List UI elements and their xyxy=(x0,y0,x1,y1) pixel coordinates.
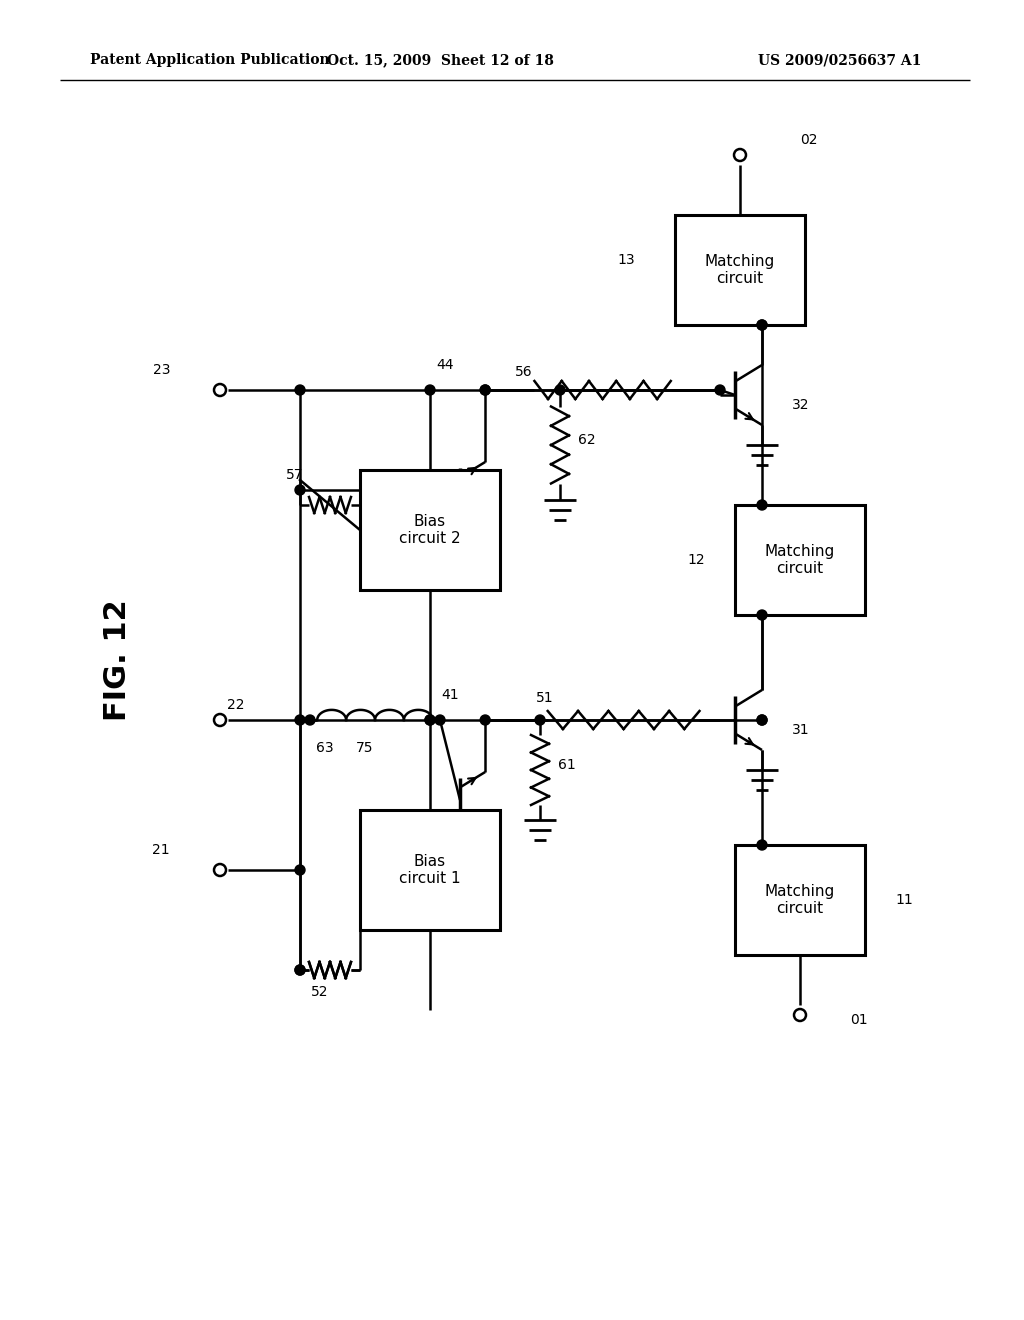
Text: 56: 56 xyxy=(515,366,532,379)
Text: Matching
circuit: Matching circuit xyxy=(765,544,836,577)
Text: Matching
circuit: Matching circuit xyxy=(705,253,775,286)
Circle shape xyxy=(295,965,305,975)
Text: US 2009/0256637 A1: US 2009/0256637 A1 xyxy=(759,53,922,67)
Circle shape xyxy=(425,385,435,395)
Text: 51: 51 xyxy=(537,690,554,705)
Text: 13: 13 xyxy=(617,253,635,267)
Text: 32: 32 xyxy=(792,399,810,412)
Circle shape xyxy=(757,610,767,620)
Text: 61: 61 xyxy=(558,758,575,772)
Text: 21: 21 xyxy=(153,843,170,857)
Text: 31: 31 xyxy=(792,723,810,737)
Circle shape xyxy=(435,715,445,725)
Bar xyxy=(675,215,805,325)
Circle shape xyxy=(295,965,305,975)
Circle shape xyxy=(757,840,767,850)
Circle shape xyxy=(535,715,545,725)
Circle shape xyxy=(555,385,565,395)
Circle shape xyxy=(757,715,767,725)
Text: 11: 11 xyxy=(895,894,912,907)
Circle shape xyxy=(715,385,725,395)
Bar xyxy=(735,506,865,615)
Text: Patent Application Publication: Patent Application Publication xyxy=(90,53,330,67)
Bar xyxy=(735,845,865,954)
Text: FIG. 12: FIG. 12 xyxy=(103,599,132,721)
Text: 01: 01 xyxy=(850,1012,867,1027)
Text: 63: 63 xyxy=(316,741,334,755)
Circle shape xyxy=(295,484,305,495)
Circle shape xyxy=(425,715,435,725)
Bar xyxy=(360,810,500,931)
Text: 62: 62 xyxy=(578,433,596,447)
Circle shape xyxy=(757,500,767,510)
Circle shape xyxy=(757,319,767,330)
Text: Bias
circuit 1: Bias circuit 1 xyxy=(399,854,461,886)
Text: 41: 41 xyxy=(441,688,459,702)
Circle shape xyxy=(295,715,305,725)
Text: 22: 22 xyxy=(227,698,245,711)
Text: 02: 02 xyxy=(800,133,817,147)
Circle shape xyxy=(757,715,767,725)
Text: 57: 57 xyxy=(287,469,304,482)
Text: 44: 44 xyxy=(436,358,454,372)
Text: Matching
circuit: Matching circuit xyxy=(765,884,836,916)
Bar xyxy=(360,470,500,590)
Circle shape xyxy=(305,715,315,725)
Text: 12: 12 xyxy=(687,553,705,568)
Circle shape xyxy=(757,319,767,330)
Circle shape xyxy=(480,385,490,395)
Text: 75: 75 xyxy=(356,741,374,755)
Circle shape xyxy=(425,715,435,725)
Text: 52: 52 xyxy=(311,985,329,999)
Circle shape xyxy=(295,385,305,395)
Circle shape xyxy=(480,715,490,725)
Text: Bias
circuit 2: Bias circuit 2 xyxy=(399,513,461,546)
Circle shape xyxy=(480,385,490,395)
Circle shape xyxy=(295,865,305,875)
Text: Oct. 15, 2009  Sheet 12 of 18: Oct. 15, 2009 Sheet 12 of 18 xyxy=(327,53,553,67)
Text: 23: 23 xyxy=(153,363,170,378)
